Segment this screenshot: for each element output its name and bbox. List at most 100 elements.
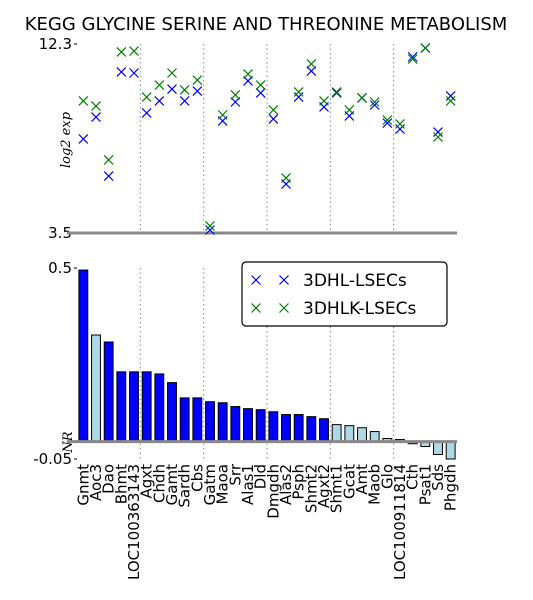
marker	[116, 47, 127, 57]
marker	[306, 59, 317, 69]
x-tick-label: Dao	[100, 464, 118, 494]
bar	[179, 397, 190, 443]
bar	[357, 427, 367, 443]
marker	[255, 88, 266, 98]
x-tick-label: Chdh	[150, 464, 168, 503]
marker	[319, 95, 329, 106]
marker	[293, 92, 304, 102]
bar	[141, 371, 152, 443]
x-tick-label: Glo	[378, 464, 396, 489]
marker	[91, 101, 101, 111]
bar	[103, 341, 114, 443]
y-tick-label: 12.3	[39, 35, 72, 53]
legend-marker	[279, 303, 289, 313]
bar	[331, 424, 342, 443]
bar	[205, 401, 215, 443]
legend-label: 3DHLK-LSECs	[303, 299, 417, 319]
marker	[103, 171, 114, 182]
bar	[319, 418, 329, 443]
marker	[357, 92, 367, 103]
bar	[230, 406, 241, 443]
bar	[78, 269, 89, 443]
bar	[154, 373, 165, 443]
marker	[129, 68, 139, 78]
marker	[382, 118, 393, 128]
marker	[268, 114, 279, 124]
x-tick-label: Psph	[290, 464, 308, 500]
x-tick-label: Gamt	[163, 464, 181, 505]
marker	[129, 46, 139, 57]
x-tick-label: Dld	[252, 464, 270, 489]
marker	[192, 75, 203, 86]
x-tick-label: Phgdh	[442, 464, 460, 511]
legend-label: 3DHL-LSECs	[303, 271, 407, 291]
legend-marker	[279, 275, 289, 285]
x-tick-label: LOC100363143	[125, 464, 143, 580]
marker	[91, 112, 101, 122]
marker	[78, 95, 89, 106]
x-tick-label: Sds	[429, 464, 447, 491]
marker	[344, 105, 355, 115]
bar	[116, 371, 127, 443]
bar	[445, 441, 456, 460]
x-tick-label: Shmt2	[302, 464, 320, 513]
x-tick-label: Cth	[404, 464, 422, 490]
bar	[281, 414, 291, 443]
x-tick-label: Alas1	[239, 464, 257, 505]
marker	[205, 220, 215, 231]
chart-title: KEGG GLYCINE SERINE AND THREONINE METABO…	[25, 14, 508, 35]
x-tick-label: Agxt	[138, 464, 156, 499]
marker	[433, 132, 443, 142]
marker	[420, 43, 431, 54]
x-tick-label: LOC100911814	[391, 464, 409, 580]
marker	[369, 97, 380, 107]
marker	[255, 80, 266, 90]
x-tick-label: Shmt1	[328, 464, 346, 513]
marker	[154, 80, 165, 90]
marker	[445, 91, 456, 101]
marker	[217, 109, 228, 120]
y-tick-label: 3.5	[48, 224, 72, 242]
y-axis-label: log2 exp	[59, 111, 74, 168]
marker	[369, 100, 380, 110]
marker	[281, 173, 291, 183]
x-tick-label: Maoa	[214, 464, 232, 505]
x-tick-label: Cbs	[188, 464, 206, 492]
x-tick-label: Aoc3	[87, 464, 105, 501]
legend-box	[241, 261, 448, 327]
bar	[255, 409, 266, 443]
marker	[141, 108, 152, 118]
marker	[141, 92, 152, 102]
legend-marker	[251, 303, 261, 313]
marker	[243, 76, 253, 86]
marker	[382, 115, 393, 125]
marker	[167, 68, 177, 78]
bar	[217, 402, 228, 443]
marker	[192, 86, 203, 96]
marker	[243, 69, 253, 79]
x-tick-label: Agxt2	[315, 464, 333, 508]
y-tick-label: -0.05	[33, 450, 72, 468]
bar	[344, 425, 355, 443]
legend: 3DHL-LSECs 3DHLK-LSECs	[241, 261, 448, 327]
x-tick-label: Dmgdh	[264, 464, 282, 519]
x-tick-label: Gnmt	[74, 464, 92, 506]
x-tick-label: Gcat	[340, 464, 358, 499]
marker	[407, 54, 418, 64]
x-tick-label: Gatm	[201, 464, 219, 505]
marker	[167, 84, 177, 95]
bar	[369, 431, 380, 443]
marker	[179, 95, 190, 106]
bar	[433, 441, 443, 455]
marker	[331, 88, 342, 98]
x-tick-label: Alas2	[277, 464, 295, 505]
x-tick-label: Amt	[353, 464, 371, 495]
bar	[293, 414, 304, 443]
marker	[293, 86, 304, 97]
bar	[243, 408, 253, 443]
bar	[306, 416, 317, 443]
legend-marker	[251, 275, 261, 285]
x-tick-label: Bhmt	[112, 464, 130, 504]
bar	[129, 371, 139, 443]
